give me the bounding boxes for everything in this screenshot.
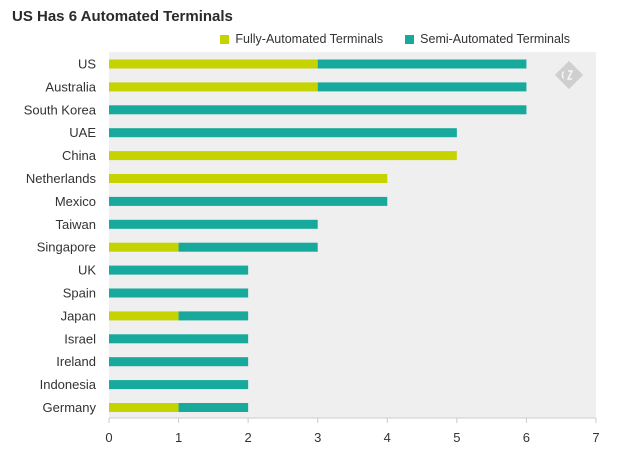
legend-label-fully-automated: Fully-Automated Terminals — [235, 32, 384, 46]
legend-item-fully-automated: Fully-Automated Terminals — [220, 32, 383, 46]
y-label-israel: Israel — [64, 331, 96, 346]
y-axis-labels: US Australia South Korea UAE China Netherland… — [24, 57, 97, 416]
y-label-uae: UAE — [69, 125, 96, 140]
bar-japan-fully-automated — [109, 311, 179, 321]
bar-japan-semi-automated — [178, 311, 249, 321]
bar-ireland-semi-automated — [109, 357, 249, 367]
y-label-mexico: Mexico — [55, 194, 96, 209]
bar-australia-fully-automated — [109, 82, 318, 92]
bar-uk-semi-automated — [109, 265, 249, 275]
x-tick-label-0: 0 — [105, 430, 112, 445]
legend-item-semi-automated: Semi-Automated Terminals — [405, 32, 570, 46]
bar-singapore-fully-automated — [109, 242, 179, 252]
legend-swatch-fully-automated — [220, 34, 230, 44]
x-tick-label-4: 4 — [384, 430, 391, 445]
legend: Fully-Automated Terminals Semi-Automated… — [220, 32, 570, 46]
bar-indonesia-semi-automated — [109, 380, 249, 390]
y-label-china: China — [62, 148, 97, 163]
x-tick-label-3: 3 — [314, 430, 321, 445]
bar-china-fully-automated — [109, 151, 457, 161]
y-label-australia: Australia — [45, 79, 96, 94]
y-label-japan: Japan — [61, 308, 96, 323]
x-tick-label-7: 7 — [592, 430, 599, 445]
y-label-spain: Spain — [63, 286, 96, 301]
diamond-logo-icon — [554, 60, 584, 90]
x-tick-label-6: 6 — [523, 430, 530, 445]
legend-swatch-semi-automated — [405, 34, 415, 44]
x-tick-label-2: 2 — [245, 430, 252, 445]
bars-layer — [109, 59, 527, 412]
bar-south-korea-semi-automated — [109, 105, 527, 115]
legend-label-semi-automated: Semi-Automated Terminals — [420, 32, 570, 46]
bar-us-semi-automated — [317, 59, 527, 69]
x-axis-ticks: 0 1 2 3 4 5 6 7 — [105, 418, 600, 445]
y-label-us: US — [78, 57, 96, 72]
y-label-ireland: Ireland — [56, 354, 96, 369]
y-label-taiwan: Taiwan — [56, 217, 96, 232]
y-label-netherlands: Netherlands — [26, 171, 97, 186]
bar-israel-semi-automated — [109, 334, 249, 344]
bar-germany-fully-automated — [109, 403, 179, 412]
bar-us-fully-automated — [109, 59, 318, 69]
y-label-south-korea: South Korea — [24, 102, 97, 117]
bar-australia-semi-automated — [317, 82, 527, 92]
x-tick-label-1: 1 — [175, 430, 182, 445]
y-label-uk: UK — [78, 263, 96, 278]
bar-singapore-semi-automated — [178, 242, 318, 252]
bar-germany-semi-automated — [178, 403, 249, 412]
y-label-germany: Germany — [43, 400, 97, 415]
y-label-singapore: Singapore — [37, 240, 96, 255]
bar-taiwan-semi-automated — [109, 219, 318, 229]
bar-mexico-semi-automated — [109, 196, 388, 206]
y-label-indonesia: Indonesia — [40, 377, 97, 392]
chart-title: US Has 6 Automated Terminals — [12, 8, 233, 25]
bar-uae-semi-automated — [109, 128, 457, 138]
bar-spain-semi-automated — [109, 288, 249, 298]
x-tick-label-5: 5 — [453, 430, 460, 445]
bar-netherlands-fully-automated — [109, 174, 388, 183]
